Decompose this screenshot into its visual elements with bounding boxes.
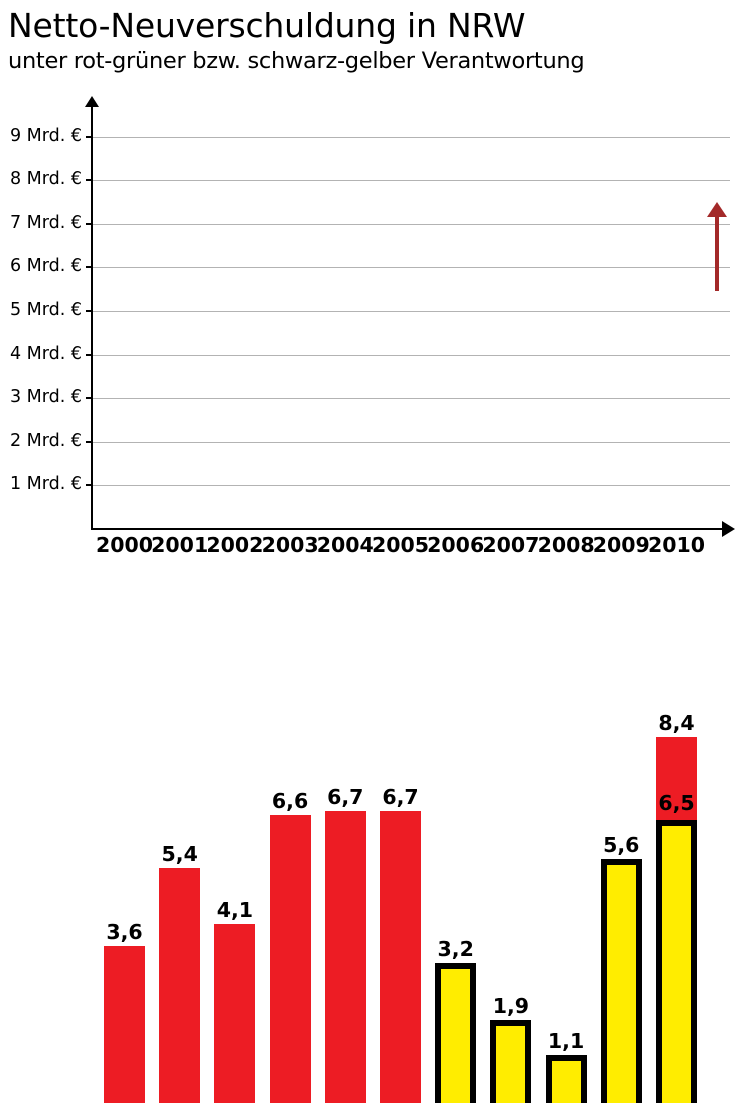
gridline [93, 311, 730, 312]
gridline [93, 223, 730, 225]
plot-area: 1 Mrd. € 2 Mrd. € 3 Mrd. € 4 Mrd. € 5 Mrd. €… [9, 96, 735, 1103]
bar-2000[interactable] [104, 946, 145, 1103]
bar-2001[interactable] [159, 867, 201, 1103]
bar-value-label-2009: 5,6 [603, 832, 640, 857]
y-tick-mark [86, 484, 93, 487]
y-tick-label: 3 Mrd. € [9, 387, 82, 408]
y-tick-mark [86, 440, 93, 443]
x-tick-label-2005: 2005 [371, 533, 430, 557]
increase-arrow-icon [707, 202, 727, 217]
gridline [93, 354, 730, 356]
increase-arrow-shaft [715, 214, 719, 292]
y-axis-line [91, 104, 93, 530]
y-tick-mark [86, 310, 93, 312]
gridline [93, 267, 730, 269]
bar-value-label-2001: 5,4 [161, 841, 198, 866]
y-axis-arrow-icon [85, 96, 99, 107]
x-tick-label-2010: 2010 [647, 533, 706, 557]
gridline [93, 180, 730, 182]
gridline [93, 398, 730, 400]
x-tick-label-2000: 2000 [95, 533, 154, 557]
y-tick-label: 7 Mrd. € [9, 212, 82, 233]
bar-value-label-2006: 3,2 [437, 937, 474, 962]
y-tick-label: 5 Mrd. € [9, 300, 82, 320]
bar-value-label-2003: 6,6 [271, 789, 309, 814]
y-tick-mark [86, 397, 93, 400]
y-tick-label: 8 Mrd. € [9, 169, 82, 190]
bar-value-label-2002: 4,1 [216, 898, 254, 923]
title-block: Netto-Neuverschuldung in NRW unter rot-g… [8, 6, 743, 76]
bar-value-label-2005: 6,7 [382, 784, 419, 809]
bar-2007[interactable] [490, 1020, 532, 1103]
bar-value-label-2008: 1,1 [547, 1029, 585, 1054]
x-tick-label-2004: 2004 [316, 533, 374, 557]
x-tick-label-2009: 2009 [592, 533, 650, 557]
bar-2006[interactable] [435, 963, 477, 1103]
y-tick-mark [86, 135, 93, 138]
bar-value-label-2007: 1,9 [492, 994, 530, 1019]
y-tick-label: 6 Mrd. € [9, 256, 82, 277]
bar-value-label-2004: 6,7 [327, 784, 364, 809]
y-tick-mark [86, 222, 93, 225]
y-tick-mark [86, 353, 93, 356]
x-tick-label-2008: 2008 [537, 533, 595, 557]
bar-2010-base[interactable] [656, 819, 697, 1103]
gridline [93, 485, 730, 487]
y-tick-label: 1 Mrd. € [9, 474, 82, 495]
x-tick-label-2001: 2001 [151, 533, 209, 557]
x-tick-label-2007: 2007 [482, 533, 540, 557]
bar-value-label-2000: 3,6 [106, 920, 143, 945]
gridline [93, 136, 730, 138]
x-axis-line [91, 528, 724, 530]
bar-2004[interactable] [324, 810, 366, 1103]
bar-value-label-2010: 8,4 [658, 710, 695, 735]
y-tick-label: 9 Mrd. € [9, 125, 82, 146]
bar-2005[interactable] [380, 810, 421, 1103]
bar-2003[interactable] [269, 815, 311, 1103]
chart-container: Netto-Neuverschuldung in NRW unter rot-g… [8, 6, 743, 1103]
gridline [93, 441, 730, 443]
bar-value-label-2010-base: 6,5 [658, 790, 695, 815]
x-tick-label-2003: 2003 [261, 533, 319, 557]
y-tick-mark [86, 179, 93, 182]
bar-2009[interactable] [600, 858, 642, 1103]
y-tick-label: 2 Mrd. € [9, 430, 82, 451]
page-title: Netto-Neuverschuldung in NRW [8, 6, 526, 45]
x-axis-arrow-icon [722, 521, 735, 537]
bar-2002[interactable] [214, 924, 256, 1103]
bar-2008[interactable] [545, 1055, 587, 1103]
y-tick-mark [86, 266, 93, 269]
x-tick-label-2002: 2002 [206, 533, 264, 557]
y-tick-label: 4 Mrd. € [9, 343, 82, 364]
page-subtitle: unter rot-grüner bzw. schwarz-gelber Ver… [8, 48, 585, 74]
x-tick-label-2006: 2006 [427, 533, 485, 557]
